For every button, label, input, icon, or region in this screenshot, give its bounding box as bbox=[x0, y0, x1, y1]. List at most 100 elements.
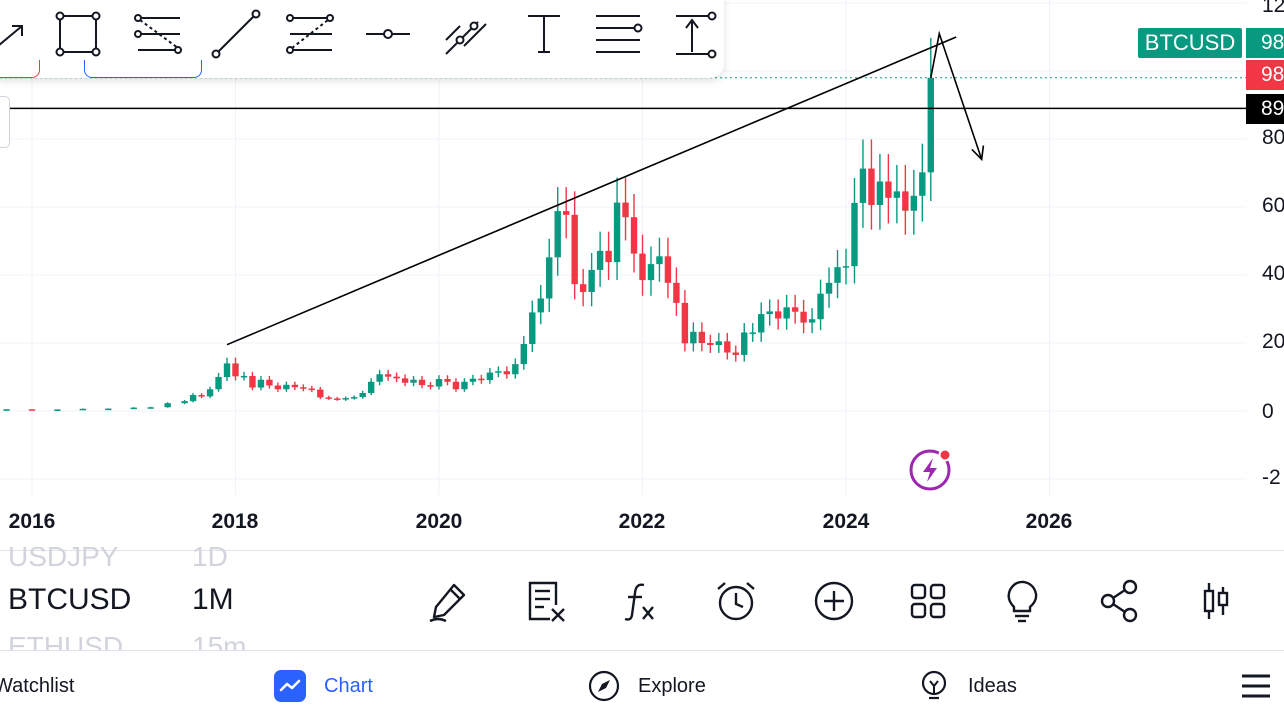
nav-watchlist-label: Watchlist bbox=[0, 674, 75, 697]
candle-body bbox=[732, 352, 739, 355]
candle-body bbox=[876, 181, 884, 205]
candle-body bbox=[741, 332, 748, 355]
nav-chart[interactable]: Chart bbox=[274, 667, 373, 705]
price-axis-tick: 40 bbox=[1262, 262, 1284, 285]
candle-body bbox=[783, 307, 790, 319]
menu-icon[interactable] bbox=[1240, 673, 1272, 699]
grid-icon[interactable] bbox=[904, 577, 952, 625]
nav-watchlist[interactable]: Watchlist bbox=[0, 667, 74, 705]
price-range-icon[interactable] bbox=[666, 4, 726, 64]
time-axis-tick: 2016 bbox=[8, 510, 56, 533]
time-axis-tick: 2018 bbox=[211, 510, 259, 533]
share-icon[interactable] bbox=[1096, 577, 1144, 625]
drawing-toolbar bbox=[0, 0, 724, 78]
candle-body bbox=[291, 384, 299, 388]
candle-body bbox=[469, 378, 477, 382]
candle-body bbox=[647, 264, 655, 281]
text-icon[interactable] bbox=[514, 4, 574, 64]
candle-body bbox=[300, 387, 307, 389]
add-icon[interactable] bbox=[810, 577, 858, 625]
candle-body bbox=[435, 379, 443, 387]
candle-body bbox=[334, 398, 341, 400]
candle-body bbox=[486, 372, 494, 381]
watchlist-interval[interactable]: 1M bbox=[192, 583, 234, 616]
candle-body bbox=[249, 375, 256, 388]
candle-body bbox=[588, 269, 595, 292]
candle-body bbox=[596, 250, 604, 270]
candle-body bbox=[393, 376, 400, 379]
compass-icon bbox=[588, 670, 620, 702]
nav-ideas[interactable]: Ideas bbox=[918, 667, 1017, 705]
symbol-badge: BTCUSD bbox=[1138, 28, 1242, 58]
alarm-icon[interactable] bbox=[712, 577, 760, 625]
candle-body bbox=[791, 307, 799, 312]
candle-body bbox=[724, 341, 731, 353]
candle-body bbox=[605, 250, 612, 263]
candle-body bbox=[562, 211, 570, 215]
candle-body bbox=[817, 293, 824, 320]
candle-body bbox=[537, 298, 544, 313]
candles-icon[interactable] bbox=[1192, 577, 1240, 625]
candle-body bbox=[512, 364, 519, 375]
candle-body bbox=[274, 385, 282, 390]
price-chart[interactable] bbox=[0, 0, 1284, 550]
nav-explore[interactable]: Explore bbox=[588, 667, 706, 705]
candle-body bbox=[308, 388, 316, 391]
chart-area[interactable]: BTCUSD 98 98 89 12 80 60 40 20 0 -2 2016… bbox=[0, 0, 1284, 550]
lightbulb-icon[interactable] bbox=[998, 577, 1046, 625]
candle-body bbox=[529, 312, 536, 345]
fib-retracement-icon[interactable] bbox=[128, 4, 188, 64]
pen-icon[interactable] bbox=[424, 577, 472, 625]
watchlist-prev-interval[interactable]: 1D bbox=[192, 541, 228, 572]
watchlist-symbol[interactable]: BTCUSD bbox=[8, 583, 132, 616]
candle-body bbox=[79, 408, 87, 411]
side-panel-handle[interactable] bbox=[0, 96, 10, 148]
price-axis-tick: 0 bbox=[1262, 400, 1274, 423]
candle-body bbox=[851, 202, 858, 267]
flash-icon[interactable] bbox=[908, 446, 954, 492]
candle-body bbox=[503, 371, 511, 375]
candle-body bbox=[842, 266, 850, 268]
candle-body bbox=[690, 331, 697, 344]
nav-ideas-label: Ideas bbox=[968, 674, 1017, 697]
candle-body bbox=[105, 408, 112, 411]
price-axis-tick: 80 bbox=[1262, 126, 1284, 149]
trend-line bbox=[226, 36, 957, 346]
price-axis-tick: -2 bbox=[1262, 466, 1281, 489]
candle-body bbox=[554, 211, 561, 258]
function-icon[interactable] bbox=[616, 577, 664, 625]
rectangle-icon[interactable] bbox=[48, 4, 108, 64]
candle-body bbox=[384, 374, 392, 377]
candle-body bbox=[495, 371, 502, 373]
candle-body bbox=[910, 195, 918, 211]
candle-body bbox=[283, 384, 290, 390]
candle-body bbox=[317, 389, 324, 398]
candle-body bbox=[240, 375, 248, 378]
watchlist-prev-symbol[interactable]: USDJPY bbox=[8, 541, 119, 572]
candle-body bbox=[902, 191, 909, 211]
nav-chart-label: Chart bbox=[324, 674, 373, 697]
horizontal-ray-icon[interactable] bbox=[358, 4, 418, 64]
trend-line-icon[interactable] bbox=[206, 4, 266, 64]
parallel-channel-icon[interactable] bbox=[436, 4, 496, 64]
indicators-list-icon[interactable] bbox=[522, 577, 570, 625]
candle-body bbox=[198, 395, 205, 397]
horizontal-lines-icon[interactable] bbox=[588, 4, 648, 64]
candle-body bbox=[520, 344, 527, 365]
time-axis-tick: 2020 bbox=[415, 510, 463, 533]
pitchfork-icon[interactable] bbox=[280, 4, 340, 64]
candle-body bbox=[401, 378, 409, 383]
candle-body bbox=[164, 403, 171, 408]
candle-body bbox=[919, 172, 926, 196]
time-axis-tick: 2026 bbox=[1025, 510, 1073, 533]
candle-body bbox=[189, 395, 197, 402]
time-axis-tick: 2024 bbox=[822, 510, 870, 533]
candle-body bbox=[825, 282, 833, 294]
candle-body bbox=[410, 379, 417, 383]
candle-body bbox=[834, 267, 841, 283]
candle-body bbox=[478, 378, 485, 381]
trend-angle-icon[interactable] bbox=[0, 4, 46, 64]
toolbar-blue-tab[interactable] bbox=[84, 60, 202, 78]
candle-body bbox=[766, 311, 773, 315]
toolbar-red-tab[interactable] bbox=[0, 60, 40, 78]
